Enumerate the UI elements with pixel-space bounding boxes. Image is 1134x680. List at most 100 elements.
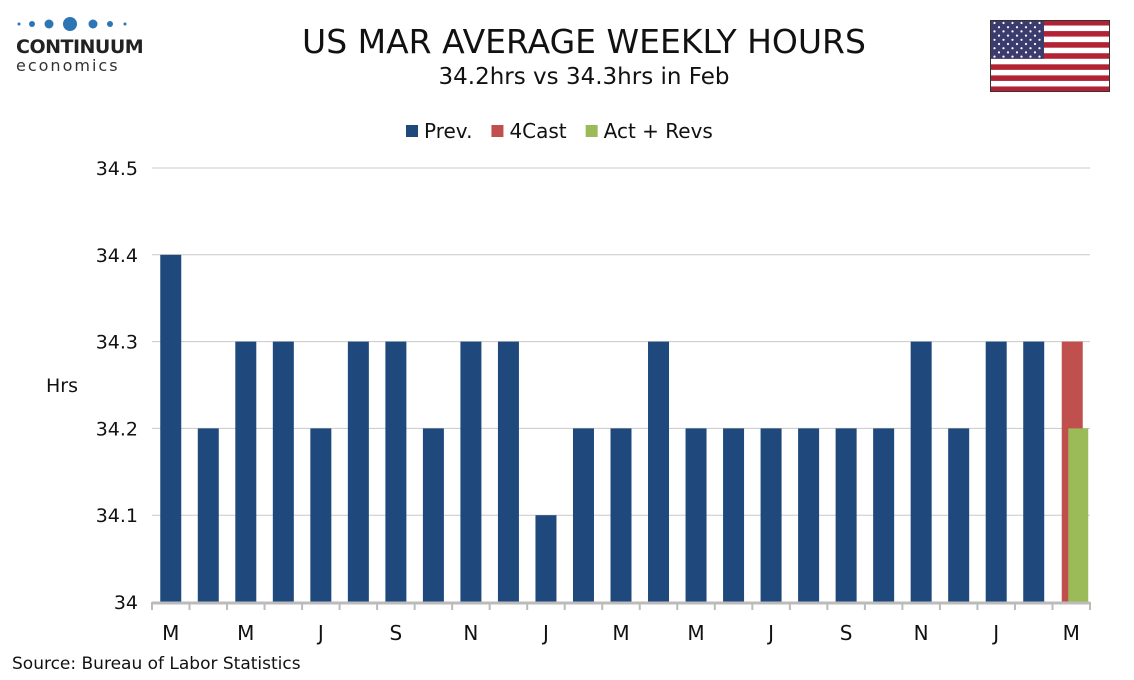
logo-name: CONTINUUM [16, 36, 144, 58]
bar-prev- [798, 428, 820, 602]
bar-prev- [1023, 341, 1045, 602]
flag-star [1033, 26, 1037, 29]
flag-star [1020, 30, 1023, 33]
flag-star [1011, 38, 1014, 41]
flag-star [1002, 47, 1005, 50]
flag-star [1033, 51, 1037, 54]
y-axis-label: Hrs [46, 375, 78, 397]
y-tick-label: 34.2 [96, 418, 138, 440]
legend-label: 4Cast [509, 119, 566, 143]
x-tick-label: J [766, 621, 774, 645]
flag-star [1020, 47, 1023, 50]
flag-stripe [990, 69, 1110, 76]
flag-star [997, 51, 1001, 54]
bar-prev- [985, 341, 1007, 602]
flag-star [1033, 42, 1037, 46]
bar-prev- [385, 341, 407, 602]
bar-prev- [572, 428, 594, 602]
flag-star [1002, 21, 1005, 25]
flag-star [1011, 55, 1014, 58]
y-tick-label: 34.4 [96, 245, 138, 267]
flag-star [993, 38, 996, 41]
flag-star [1024, 42, 1028, 46]
flag-stripe [990, 64, 1110, 71]
bar-prev- [197, 428, 219, 602]
flag-star [1020, 55, 1023, 58]
legend-swatch [406, 125, 418, 137]
bar-prev- [648, 341, 670, 602]
flag-border [990, 20, 1110, 92]
flag-star [1006, 51, 1010, 54]
bar-prev- [685, 428, 707, 602]
legend-label: Act + Revs [604, 119, 713, 143]
us-flag-icon [990, 20, 1110, 92]
flag-stripe [990, 86, 1110, 92]
flag-star [1038, 30, 1041, 33]
bar-prev- [835, 428, 857, 602]
flag-stripe [990, 53, 1110, 60]
bar-prev- [910, 341, 932, 602]
x-tick-label: J [541, 621, 549, 645]
logo-subtitle: economics [16, 56, 120, 75]
flag-star [997, 34, 1001, 37]
flag-star [1011, 30, 1014, 33]
x-tick-label: S [390, 621, 403, 645]
bar-prev- [873, 428, 895, 602]
flag-stripe [990, 47, 1110, 54]
bar-prev- [460, 341, 482, 602]
flag-star [1011, 47, 1014, 50]
flag-stripe [990, 36, 1110, 43]
flag-star [1038, 21, 1041, 25]
flag-star [1011, 21, 1014, 25]
y-tick-label: 34.1 [96, 505, 138, 527]
bar-prev- [497, 341, 519, 602]
x-tick-label: N [463, 621, 478, 645]
flag-star [1024, 26, 1028, 29]
flag-star [1024, 51, 1028, 54]
source-note: Source: Bureau of Labor Statistics [12, 654, 301, 674]
chart-subtitle: 34.2hrs vs 34.3hrs in Feb [438, 64, 730, 90]
x-tick-label: M [1063, 621, 1080, 645]
x-tick-label: J [316, 621, 324, 645]
flag-star [1029, 21, 1032, 25]
logo-dots [17, 17, 127, 31]
flag-star [1006, 42, 1010, 46]
x-tick-label: M [687, 621, 704, 645]
flag-star [1002, 38, 1005, 41]
legend-label: Prev. [424, 119, 472, 143]
flag-star [1029, 47, 1032, 50]
x-tick-label: M [237, 621, 254, 645]
flag-star [1020, 38, 1023, 41]
flag-star [993, 47, 996, 50]
bar-prev- [235, 341, 257, 602]
flag-stripe [990, 42, 1110, 48]
bar-prev- [948, 428, 970, 602]
flag-star [993, 30, 996, 33]
flag-stripe [990, 25, 1110, 32]
x-tick-label: M [612, 621, 629, 645]
flag-star [1015, 34, 1019, 37]
flag-stripe [990, 58, 1110, 65]
flag-star [1033, 34, 1037, 37]
flag-star [1029, 30, 1032, 33]
bar-act-revs [1068, 428, 1089, 602]
bar-prev- [272, 341, 294, 602]
bar-prev- [160, 254, 182, 603]
x-tick-label: N [914, 621, 929, 645]
flag-star [1006, 34, 1010, 37]
flag-stripe [990, 80, 1110, 87]
flag-star [993, 21, 996, 25]
chart-title: US MAR AVERAGE WEEKLY HOURS [302, 22, 866, 61]
bar-prev- [422, 428, 444, 602]
flag-star [993, 55, 996, 58]
y-tick-label: 34 [114, 592, 138, 614]
flag-star [1029, 38, 1032, 41]
flag-star [1038, 55, 1041, 58]
flag-star [1020, 21, 1023, 25]
flag-star [1002, 30, 1005, 33]
flag-star [997, 26, 1001, 29]
x-tick-label: S [840, 621, 853, 645]
bar-prev- [610, 428, 632, 602]
x-tick-label: M [162, 621, 179, 645]
